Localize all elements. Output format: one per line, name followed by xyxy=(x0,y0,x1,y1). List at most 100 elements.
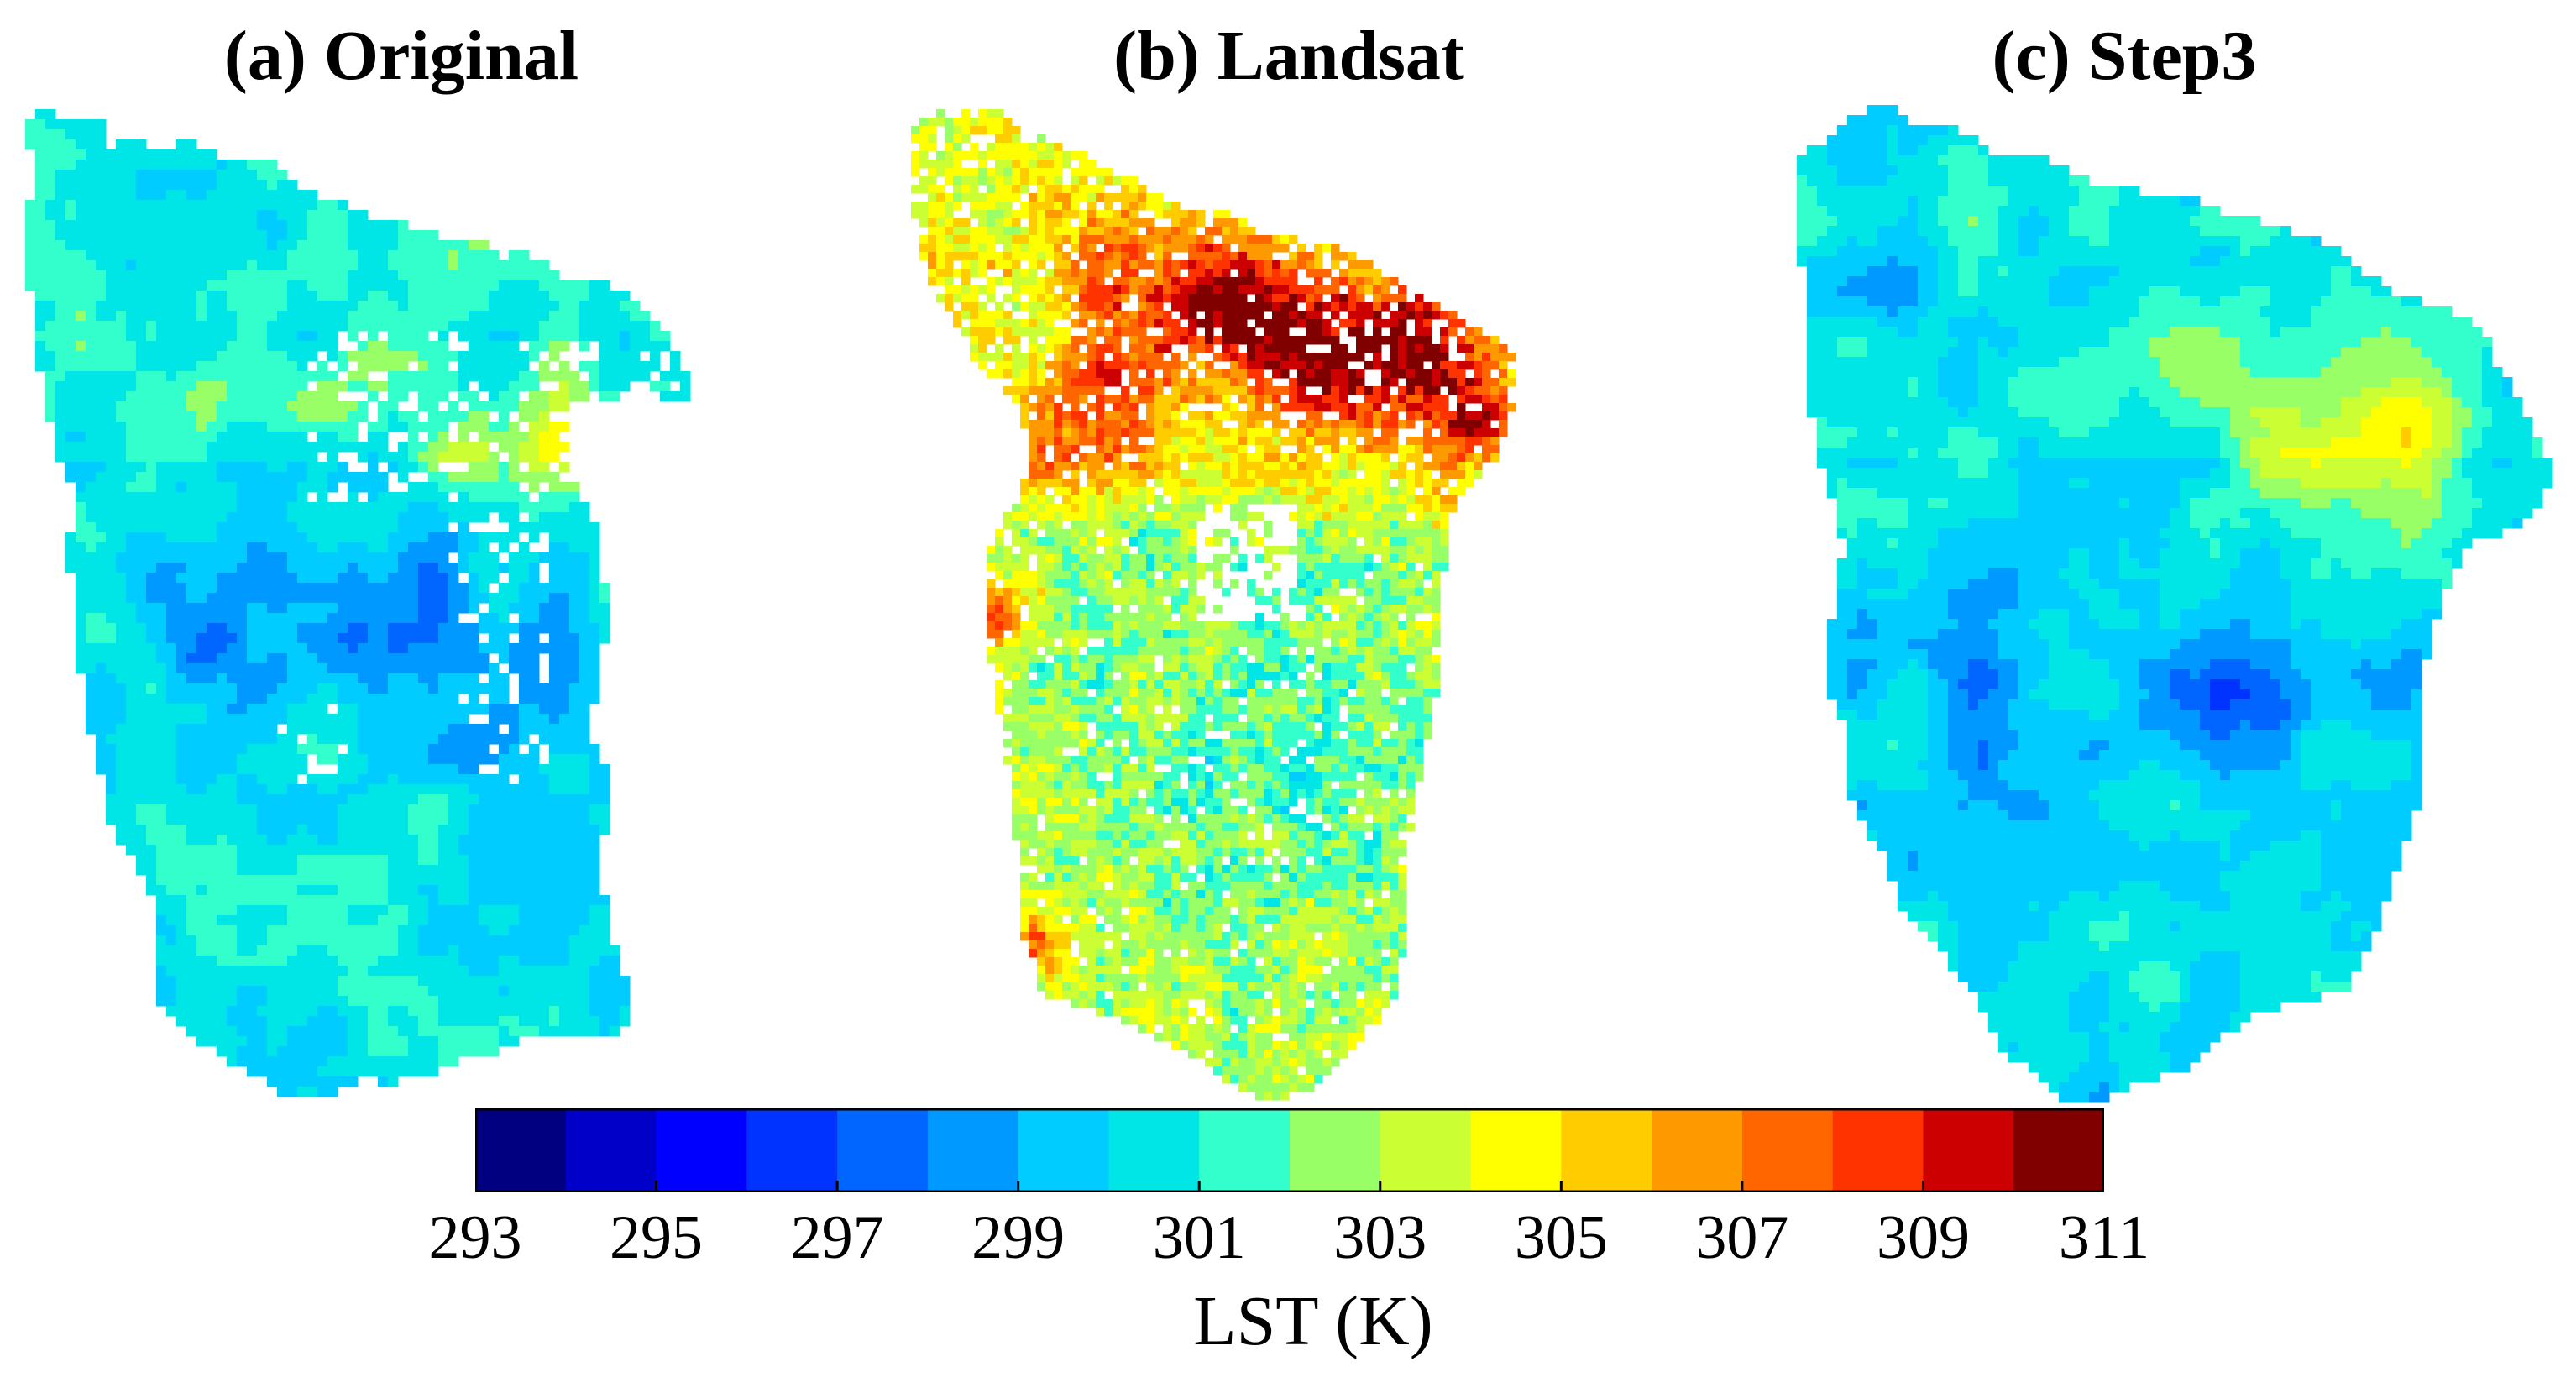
map-cell-a xyxy=(499,764,510,775)
map-cell-b xyxy=(1348,260,1357,270)
map-cell-a xyxy=(176,935,187,946)
map-cell-a xyxy=(408,260,419,271)
map-cell-a xyxy=(96,603,107,614)
map-cell-a xyxy=(307,301,318,312)
map-cell-a xyxy=(549,522,560,533)
map-cell-a xyxy=(116,704,127,715)
map-cell-a xyxy=(186,673,197,684)
map-cell-a xyxy=(549,976,560,987)
map-cell-a xyxy=(237,341,248,352)
map-cell-a xyxy=(227,976,238,987)
map-cell-a xyxy=(186,724,197,735)
map-cell-a xyxy=(86,280,97,291)
map-cell-b xyxy=(1003,252,1013,261)
map-cell-a xyxy=(348,784,359,795)
map-cell-a xyxy=(348,633,359,644)
map-cell-b xyxy=(1398,285,1407,295)
map-cell-b xyxy=(1121,185,1130,194)
map-cell-b xyxy=(919,218,929,228)
map-cell-a xyxy=(237,452,248,463)
map-cell-a xyxy=(307,371,318,382)
map-cell-b xyxy=(936,193,945,202)
map-cell-a xyxy=(388,623,399,634)
map-cell-a xyxy=(116,583,127,594)
map-cell-b xyxy=(1146,260,1155,270)
map-cell-a xyxy=(428,623,439,634)
map-cell-a xyxy=(176,784,187,795)
map-cell-a xyxy=(519,291,530,301)
map-cell-a xyxy=(479,341,490,352)
map-cell-a xyxy=(338,432,348,443)
map-cell-a xyxy=(267,673,278,684)
map-cell-a xyxy=(529,522,540,533)
map-cell-a xyxy=(196,512,207,523)
map-cell-b xyxy=(1247,227,1256,236)
map-cell-a xyxy=(207,542,217,553)
map-cell-a xyxy=(96,623,107,634)
map-cell-a xyxy=(267,583,278,594)
map-cell-a xyxy=(428,270,439,281)
map-cell-a xyxy=(620,331,631,342)
map-cell-a xyxy=(418,1006,429,1017)
map-cell-a xyxy=(307,643,318,654)
map-cell-a xyxy=(126,694,137,704)
map-cell-a xyxy=(458,1006,469,1017)
map-cell-b xyxy=(928,126,937,135)
map-cell-a xyxy=(327,1056,338,1067)
map-cell-a xyxy=(368,280,379,291)
map-cell-a xyxy=(539,683,550,694)
map-cell-a xyxy=(116,341,127,352)
map-cell-b xyxy=(970,294,979,303)
map-cell-b xyxy=(1129,260,1139,270)
map-cell-a xyxy=(277,865,288,876)
map-cell-a xyxy=(35,200,46,211)
map-cell-a xyxy=(408,714,419,725)
map-cell-a xyxy=(166,754,177,765)
map-cell-a xyxy=(186,280,197,291)
map-cell-a xyxy=(116,814,127,825)
map-cell-a xyxy=(438,593,449,604)
map-cell-a xyxy=(519,794,530,805)
map-cell-a xyxy=(539,422,550,432)
map-cell-a xyxy=(146,160,157,170)
map-cell-a xyxy=(358,935,369,946)
map-cell-a xyxy=(267,411,278,422)
map-cell-b xyxy=(1306,294,1315,303)
map-cell-a xyxy=(469,351,479,362)
map-cell-a xyxy=(620,371,631,382)
map-cell-b xyxy=(1180,244,1189,253)
map-cell-a xyxy=(509,734,520,745)
map-cell-b xyxy=(978,168,987,177)
map-cell-b xyxy=(1280,294,1290,303)
map-cell-a xyxy=(499,583,510,594)
map-cell-a xyxy=(398,935,409,946)
map-cell-b xyxy=(1154,294,1164,303)
map-cell-a xyxy=(86,583,97,594)
map-cell-a xyxy=(479,935,490,946)
map-cell-b xyxy=(1205,244,1214,253)
map-cell-a xyxy=(327,462,338,473)
map-cell-a xyxy=(146,472,157,483)
map-cell-a xyxy=(489,804,500,815)
map-cell-a xyxy=(116,673,127,684)
map-cell-a xyxy=(166,250,177,261)
map-cell-a xyxy=(640,331,651,342)
map-cell-a xyxy=(126,190,137,201)
map-cell-a xyxy=(499,875,510,886)
map-cell-a xyxy=(247,915,258,926)
map-cell-a xyxy=(418,673,429,684)
map-cell-b xyxy=(1339,277,1348,286)
map-cell-a xyxy=(469,694,479,704)
map-cell-a xyxy=(650,331,661,342)
map-cell-a xyxy=(96,542,107,553)
map-cell-b xyxy=(1012,143,1021,152)
map-cell-a xyxy=(539,996,550,1007)
map-cell-a xyxy=(640,361,651,372)
map-cell-a xyxy=(237,986,248,997)
map-cell-a xyxy=(569,391,580,402)
map-cell-a xyxy=(166,552,177,563)
map-cell-b xyxy=(961,126,971,135)
map-cell-a xyxy=(529,754,540,765)
map-cell-a xyxy=(408,552,419,563)
map-cell-a xyxy=(65,210,76,221)
